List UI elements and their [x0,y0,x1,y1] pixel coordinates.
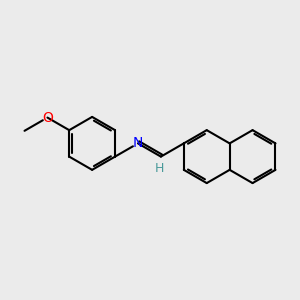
Text: H: H [155,162,164,175]
Text: N: N [133,136,143,150]
Text: O: O [42,111,53,124]
